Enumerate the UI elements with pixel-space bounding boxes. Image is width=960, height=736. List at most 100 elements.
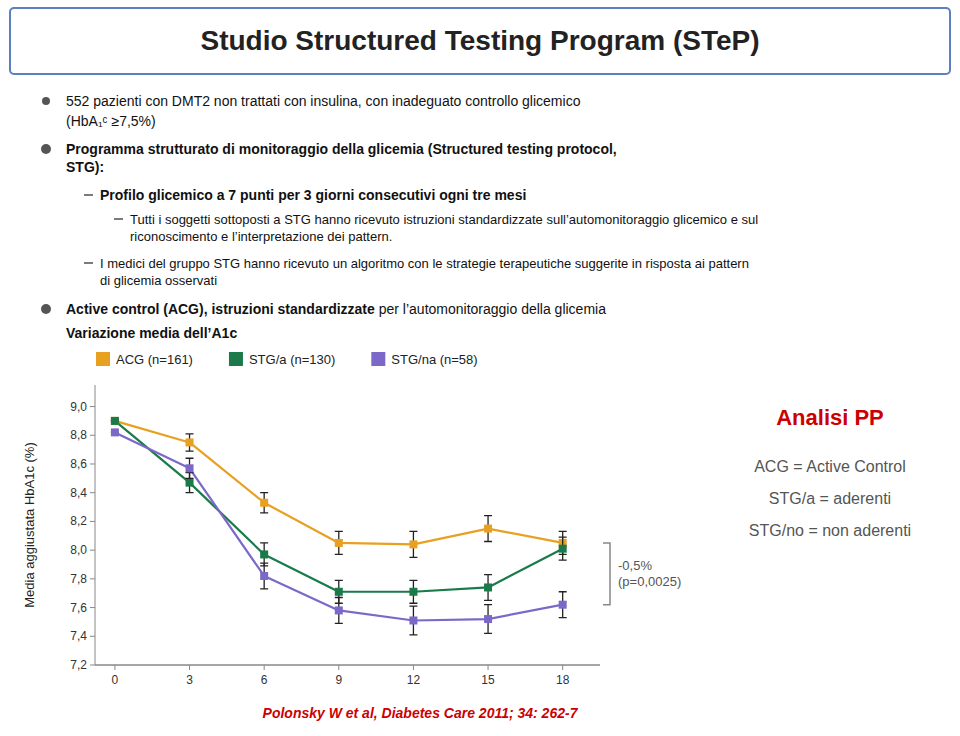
legend: ACG (n=161)STG/a (n=130)STG/na (n=58)	[96, 352, 478, 367]
y-tick	[90, 521, 95, 522]
text-line: Polonsky W et al, Diabetes Care 2011; 34…	[263, 705, 579, 721]
x-tick	[413, 665, 414, 670]
y-tick	[90, 550, 95, 551]
citation: Polonsky W et al, Diabetes Care 2011; 34…	[263, 705, 579, 721]
error-bar	[484, 605, 492, 634]
y-tick-label: 7,6	[70, 601, 87, 615]
text-line: Programma strutturato di monitoraggio de…	[66, 141, 617, 157]
error-bar	[484, 516, 492, 542]
error-bar	[559, 592, 567, 618]
text-line: Profilo glicemico a 7 punti per 3 giorni…	[100, 187, 526, 203]
text-line: (p=0,0025)	[618, 574, 681, 589]
annotation: (HbA₁ᶜ ≥7,5%)	[66, 113, 156, 129]
text-line: -0,5%	[618, 558, 652, 573]
error-bar	[484, 575, 492, 601]
title: Studio Structured Testing Program (STeP)	[200, 25, 759, 56]
annotation: -0,5%(p=0,0025)	[618, 558, 681, 589]
plot-data	[111, 417, 567, 635]
series-line	[115, 421, 563, 592]
x-tick-label: 15	[481, 673, 495, 687]
annotation: Profilo glicemico a 7 punti per 3 giorni…	[100, 187, 526, 203]
error-bar	[260, 493, 268, 513]
text-line: STG):	[66, 159, 104, 175]
point	[335, 539, 343, 547]
error-bar	[409, 606, 417, 635]
series-line	[115, 432, 563, 620]
point	[260, 499, 268, 507]
text-line: I medici del gruppo STG hanno ricevuto u…	[100, 256, 749, 271]
point	[559, 601, 567, 609]
y-tick-label: 8,6	[70, 457, 87, 471]
point	[260, 572, 268, 580]
x-tick-label: 0	[112, 673, 119, 687]
point	[335, 588, 343, 596]
y-tick-label: 9,0	[70, 400, 87, 414]
y-tick	[90, 406, 95, 407]
legend-entry: STG/na (n=58)	[391, 352, 477, 367]
y-tick-label: 7,8	[70, 572, 87, 586]
x-tick	[114, 665, 115, 670]
y-tick-label: 8,4	[70, 486, 87, 500]
bracket	[603, 543, 610, 605]
sub-bullet	[84, 262, 93, 263]
point	[409, 616, 417, 624]
point	[335, 606, 343, 614]
point	[260, 550, 268, 558]
y-tick-label: 8,2	[70, 514, 87, 528]
point	[111, 417, 119, 425]
annotation: ACG = Active Control STG/a = aderenti STG/…	[749, 458, 911, 539]
annotation: Tutti i soggetti sottoposti a STG hanno …	[130, 212, 758, 244]
bullet	[41, 144, 51, 154]
point	[409, 588, 417, 596]
text-line: riconoscimento e l’interpretazione dei p…	[130, 229, 392, 244]
x-tick-label: 12	[407, 673, 421, 687]
error-bar	[409, 580, 417, 603]
x-tick-label: 18	[556, 673, 570, 687]
x-tick-label: 9	[335, 673, 342, 687]
error-bar	[335, 531, 343, 554]
x-tick	[562, 665, 563, 670]
annotation-line: Active control (ACG), istruzioni standar…	[66, 301, 606, 317]
text-line: Variazione media dell’A1c	[66, 325, 237, 341]
y-tick	[90, 578, 95, 579]
background	[0, 0, 960, 736]
annotation: Active control (ACG), istruzioni standar…	[66, 301, 375, 317]
x-axis-line	[95, 664, 600, 666]
y-tick	[90, 463, 95, 464]
x-tick	[189, 665, 190, 670]
text-line: STG/no = non aderenti	[749, 522, 911, 539]
y-tick-label: 8,8	[70, 428, 87, 442]
point	[186, 479, 194, 487]
x-tick	[488, 665, 489, 670]
error-bar	[260, 563, 268, 589]
bullet	[41, 304, 51, 314]
legend-swatch	[96, 352, 110, 366]
y-tick	[90, 665, 95, 666]
sub-bullet	[84, 194, 93, 195]
y-tick	[90, 492, 95, 493]
y-axis-line	[95, 385, 96, 665]
annotation: Analisi PP	[776, 405, 884, 430]
y-axis-label: Media aggiustata HbA1c (%)	[22, 442, 37, 607]
point	[111, 417, 119, 425]
text-line: STG/a = aderenti	[769, 490, 891, 507]
text-line: (HbA₁ᶜ ≥7,5%)	[66, 113, 156, 129]
y-tick	[90, 435, 95, 436]
annotation: I medici del gruppo STG hanno ricevuto u…	[100, 256, 749, 288]
y-tick	[90, 607, 95, 608]
annotation: per l’automonitoraggio della glicemia	[375, 301, 606, 317]
point	[409, 540, 417, 548]
y-tick-label: 7,4	[70, 629, 87, 643]
axes: 7,27,47,67,88,08,28,48,68,89,00369121518	[70, 385, 600, 687]
sub-bullet	[114, 218, 123, 219]
bullet	[42, 97, 50, 105]
text-line: Tutti i soggetti sottoposti a STG hanno …	[130, 212, 758, 227]
error-bar	[186, 458, 194, 478]
point	[186, 464, 194, 472]
text-line: ACG = Active Control	[754, 458, 906, 475]
error-bar	[559, 537, 567, 560]
error-bar	[186, 434, 194, 451]
x-tick	[338, 665, 339, 670]
point	[111, 428, 119, 436]
error-bar	[409, 531, 417, 557]
